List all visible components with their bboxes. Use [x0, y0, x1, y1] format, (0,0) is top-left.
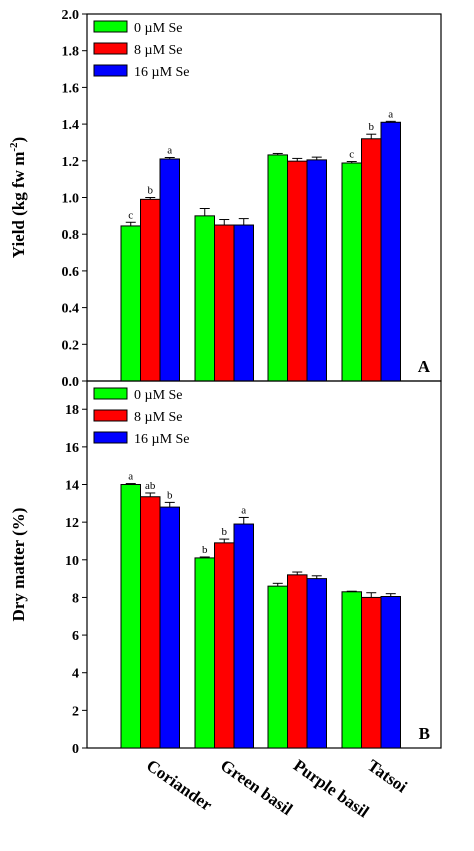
y-tick-label: 14	[65, 479, 79, 494]
bar	[341, 162, 362, 382]
significance-label: b	[222, 526, 228, 538]
legend-label: 0 µM Se	[134, 388, 183, 403]
bar	[287, 574, 308, 749]
category-label: Tatsoi	[364, 756, 411, 797]
legend-label: 16 µM Se	[134, 65, 190, 80]
bar	[159, 506, 180, 749]
legend-label: 16 µM Se	[134, 432, 190, 447]
significance-label: ab	[145, 480, 156, 492]
bar	[380, 121, 401, 382]
bar	[159, 158, 180, 382]
y-tick-label: 2	[72, 704, 79, 719]
y-tick-label: 1.6	[62, 81, 80, 96]
bar	[380, 595, 401, 749]
y-tick-label: 8	[72, 591, 79, 606]
legend-label: 8 µM Se	[134, 410, 183, 425]
bar	[233, 224, 254, 382]
bar	[120, 484, 141, 749]
y-axis-label: Dry matter (%)	[9, 508, 28, 622]
bar	[361, 138, 382, 382]
y-tick-label: 1.2	[62, 155, 80, 170]
y-tick-label: 10	[65, 554, 79, 569]
bar	[341, 591, 362, 749]
bar	[214, 224, 235, 382]
bar	[306, 159, 327, 382]
plot-frame	[86, 380, 442, 749]
y-tick-label: 0.2	[62, 338, 80, 353]
significance-label: b	[202, 544, 208, 556]
legend-swatch	[93, 64, 128, 77]
y-tick-label: 4	[72, 667, 79, 682]
y-tick-label: 0	[72, 742, 79, 757]
significance-label: a	[388, 108, 393, 120]
y-tick-label: 0.6	[62, 265, 80, 280]
significance-label: a	[167, 144, 172, 156]
legend-label: 0 µM Se	[134, 21, 183, 36]
y-tick-label: 0.4	[62, 302, 80, 317]
legend-swatch	[93, 431, 128, 444]
y-tick-label: 6	[72, 629, 79, 644]
category-label: Purple basil	[290, 756, 373, 822]
bar	[120, 225, 141, 382]
legend-label: 8 µM Se	[134, 43, 183, 58]
significance-label: b	[167, 489, 173, 501]
y-tick-label: 1.4	[62, 118, 80, 133]
bar	[194, 557, 215, 749]
legend-swatch	[93, 387, 128, 400]
y-tick-label: 0.8	[62, 228, 80, 243]
panel-letter: A	[418, 357, 431, 376]
y-tick-label: 16	[65, 441, 79, 456]
significance-label: b	[148, 185, 154, 197]
bar	[361, 596, 382, 749]
significance-label: a	[128, 471, 133, 483]
bar	[306, 578, 327, 749]
significance-label: c	[128, 209, 133, 221]
panel-A: 0.0 0.2 0.4 0.6 0.8 1.0 1.2 1.4 1.6 1.8 2.0 Yield (…	[8, 8, 442, 390]
bar	[233, 523, 254, 749]
y-tick-label: 2.0	[62, 8, 80, 23]
category-label: Green basil	[217, 756, 296, 819]
legend-swatch	[93, 409, 128, 422]
bar	[287, 160, 308, 382]
y-axis-label: Yield (kg fw m-2)	[8, 137, 28, 258]
bar	[214, 542, 235, 749]
y-tick-label: 0.0	[62, 375, 80, 390]
significance-label: a	[241, 504, 246, 516]
significance-label: b	[369, 121, 375, 133]
bar	[267, 154, 288, 382]
y-tick-label: 12	[65, 516, 79, 531]
panel-letter: B	[419, 724, 430, 743]
y-tick-label: 18	[65, 403, 79, 418]
bar	[194, 215, 215, 382]
legend-swatch	[93, 20, 128, 33]
bar	[140, 496, 161, 749]
legend-swatch	[93, 42, 128, 55]
y-tick-label: 1.8	[62, 45, 80, 60]
y-tick-label: 1.0	[62, 192, 80, 207]
category-label: Coriander	[143, 756, 216, 815]
bar	[140, 198, 161, 382]
bar	[267, 585, 288, 749]
significance-label: c	[349, 149, 354, 161]
